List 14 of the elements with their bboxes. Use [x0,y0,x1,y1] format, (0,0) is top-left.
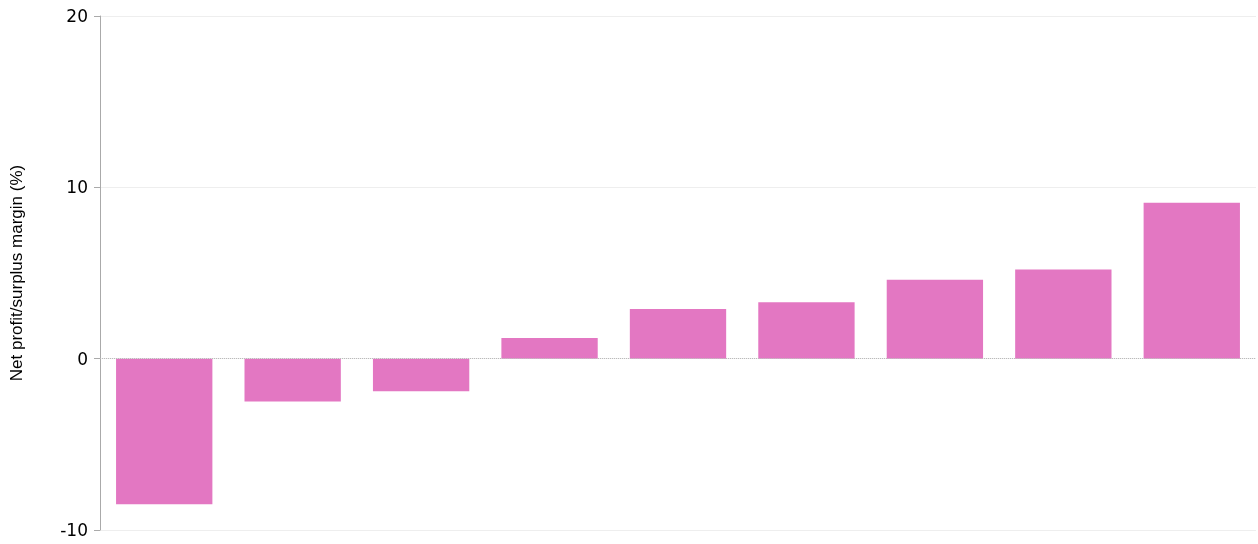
y-axis-title: Net profit/surplus margin (%) [7,164,26,382]
y-tick-label: 10 [66,177,88,198]
bar [629,308,727,359]
bar [886,279,984,359]
y-tick-label: 20 [66,6,88,26]
bar [1143,202,1240,359]
y-tick-label: 0 [77,348,88,369]
bar [244,358,341,402]
bar [372,358,470,392]
bar [501,338,598,359]
bar [758,302,855,359]
bar [1015,269,1112,359]
y-tick-label: -10 [60,520,88,540]
bar [116,358,213,505]
